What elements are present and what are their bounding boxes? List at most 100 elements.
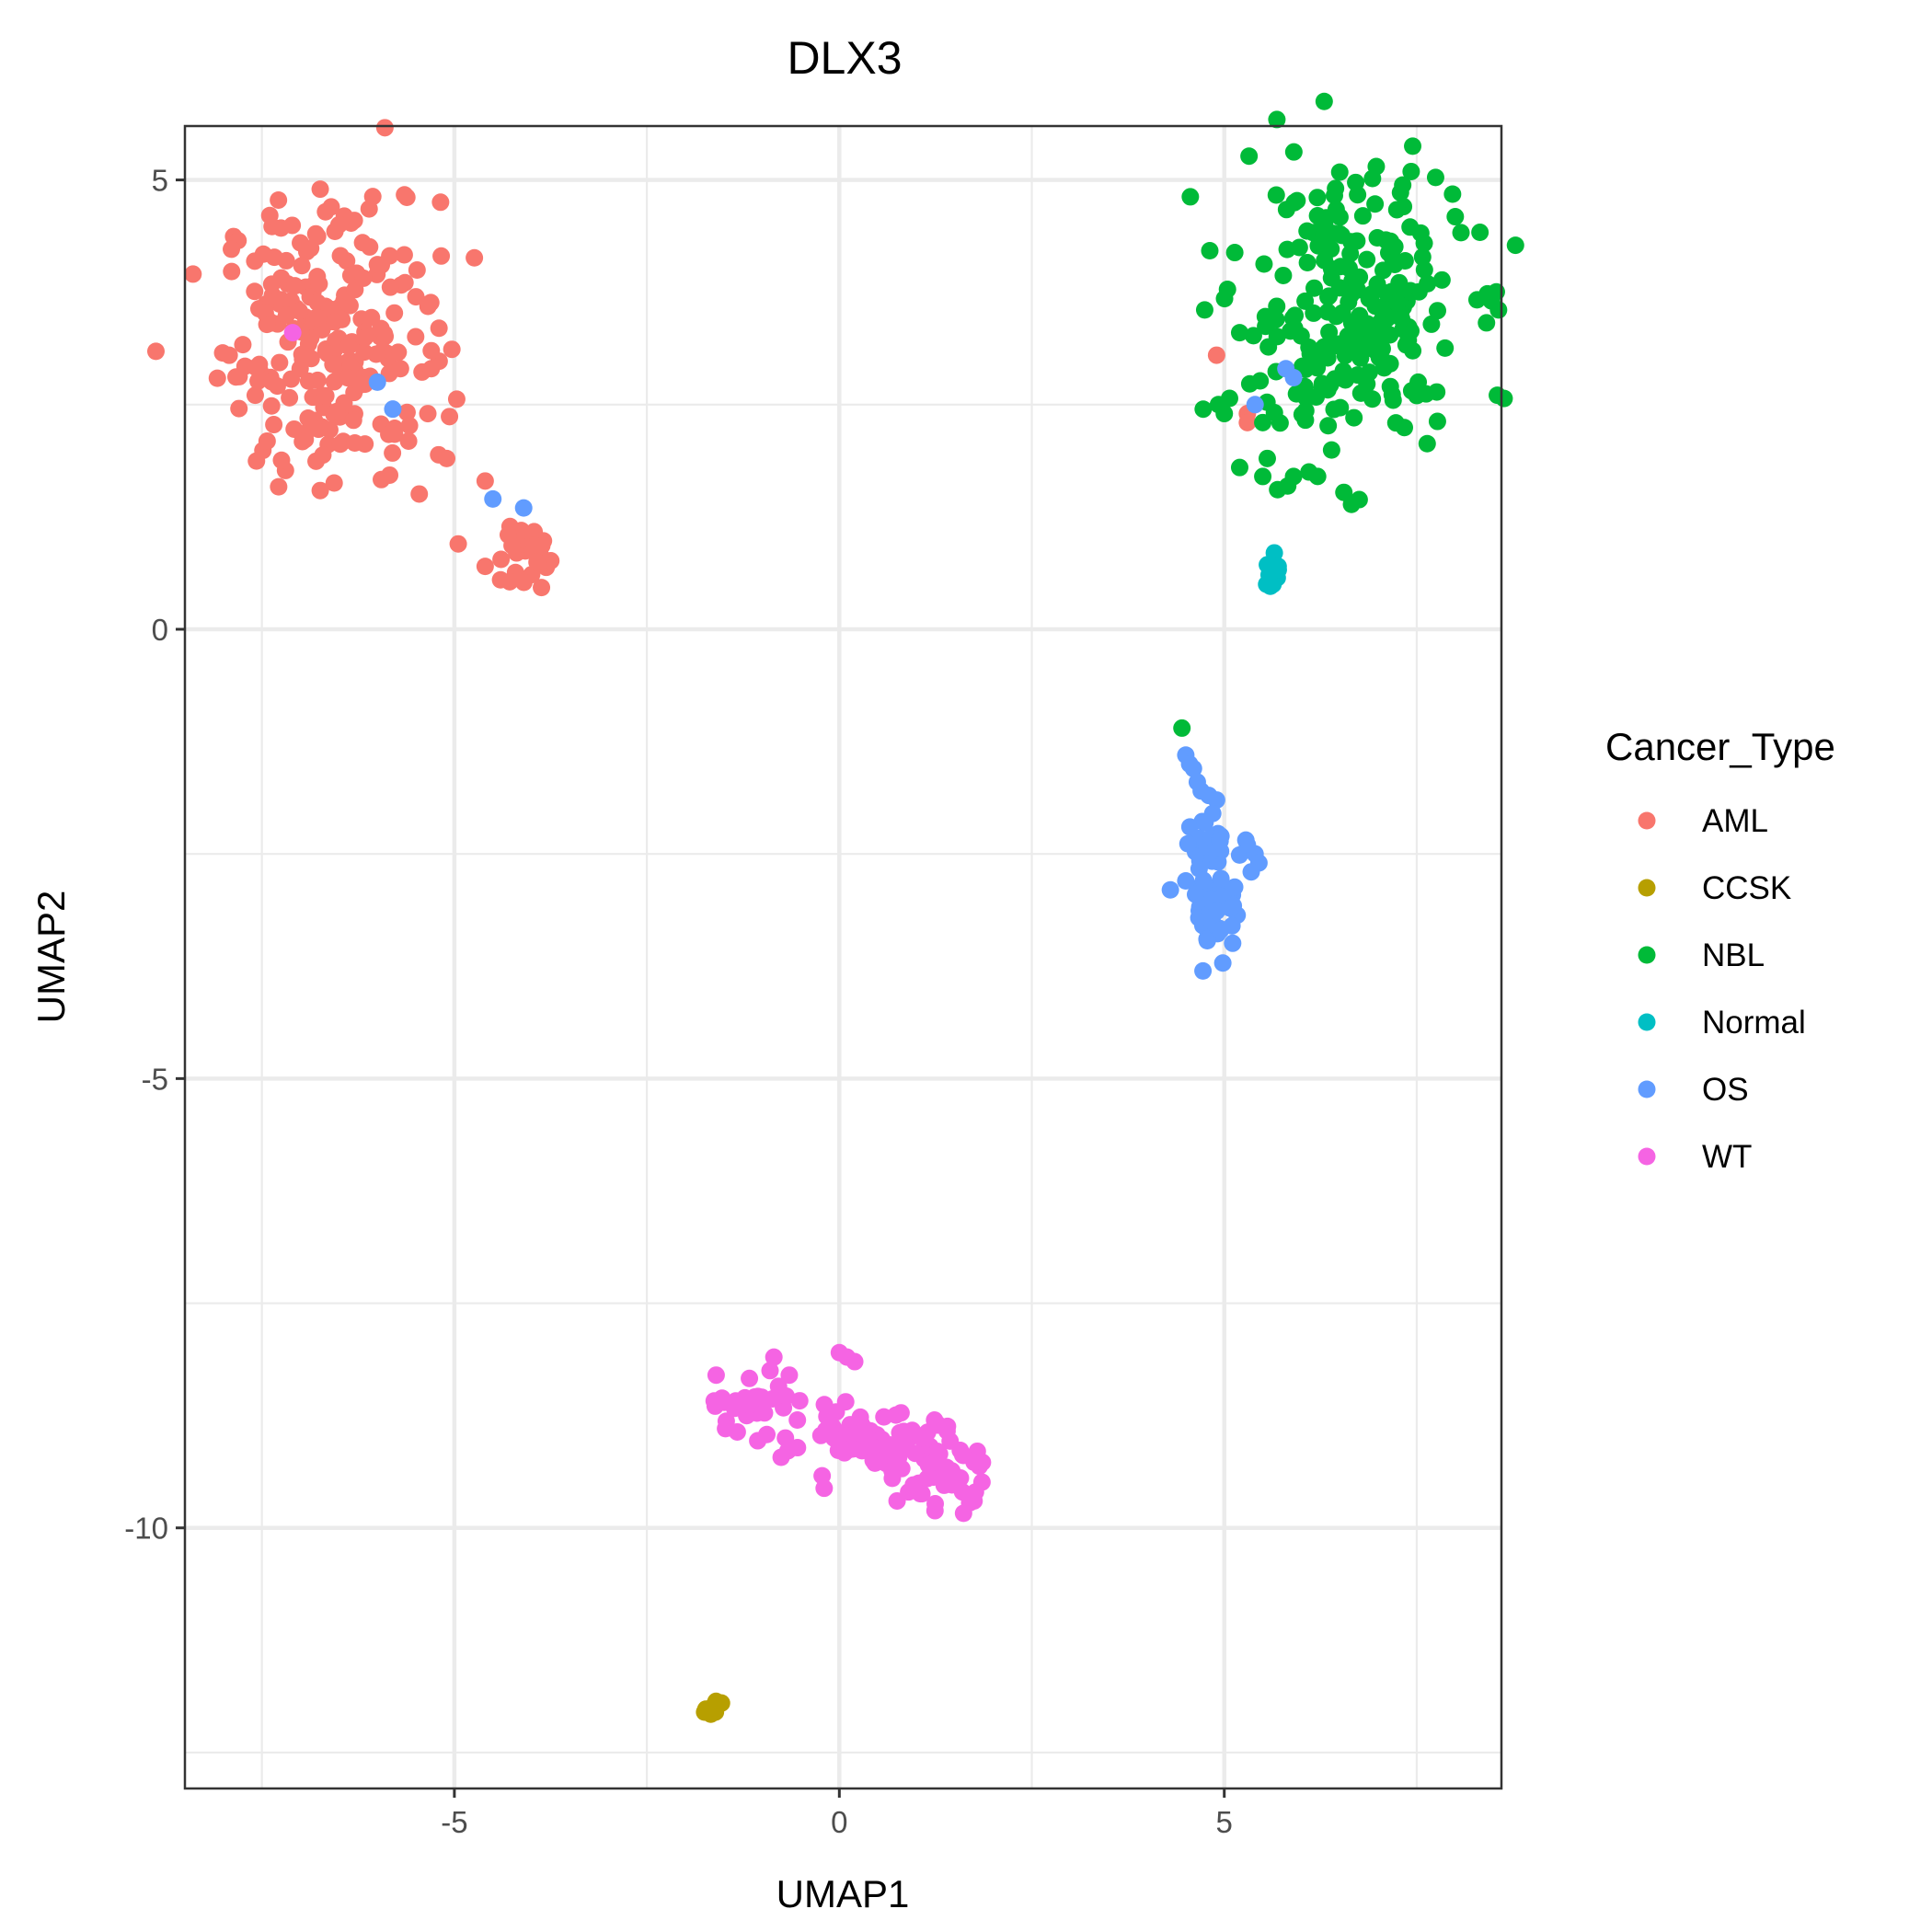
- data-point: [208, 369, 226, 387]
- data-point: [1313, 374, 1331, 393]
- legend-item-ccsk: CCSK: [1638, 870, 1791, 906]
- data-point: [1325, 187, 1343, 205]
- series-ccsk: [696, 1692, 730, 1723]
- data-point: [277, 306, 295, 325]
- data-point: [1373, 300, 1391, 318]
- legend-swatch: [1638, 879, 1656, 897]
- data-point: [272, 291, 291, 309]
- data-point: [491, 570, 510, 589]
- data-point: [1208, 902, 1226, 920]
- data-point: [1319, 417, 1338, 435]
- data-point: [1180, 818, 1199, 836]
- data-point: [890, 1448, 908, 1466]
- grid-lines: [185, 126, 1501, 1788]
- data-point: [362, 308, 381, 327]
- data-point: [385, 304, 404, 322]
- data-point: [326, 313, 344, 331]
- legend-label: NBL: [1702, 937, 1765, 973]
- data-point: [311, 481, 329, 500]
- data-point: [900, 1483, 918, 1501]
- data-point: [328, 402, 346, 420]
- data-point: [1415, 234, 1433, 252]
- data-point: [728, 1422, 746, 1441]
- legend-title: Cancer_Type: [1605, 725, 1835, 768]
- data-point: [1267, 310, 1285, 328]
- data-point: [1265, 544, 1283, 562]
- data-point: [852, 1415, 870, 1432]
- legend-item-nbl: NBL: [1638, 937, 1765, 973]
- y-axis: 5 0 -5 -10: [124, 164, 185, 1546]
- x-axis-title: UMAP1: [776, 1872, 910, 1915]
- data-point: [954, 1504, 972, 1523]
- data-point: [755, 1404, 774, 1422]
- data-point: [1418, 434, 1436, 453]
- data-point: [1350, 490, 1368, 509]
- data-point: [262, 373, 281, 391]
- data-point: [262, 397, 281, 415]
- data-point: [780, 1366, 799, 1385]
- data-point: [316, 386, 335, 405]
- data-point: [818, 1408, 836, 1426]
- data-point: [299, 408, 317, 427]
- data-point: [1201, 241, 1219, 259]
- data-point: [953, 1483, 972, 1501]
- data-point: [492, 550, 511, 569]
- legend-swatch: [1638, 1147, 1656, 1166]
- data-point: [937, 1421, 956, 1440]
- data-point: [419, 297, 437, 316]
- data-point: [1240, 147, 1259, 166]
- data-point: [1246, 396, 1264, 414]
- data-point: [1230, 324, 1248, 342]
- data-point: [1268, 110, 1286, 129]
- data-point: [1360, 363, 1378, 382]
- data-point: [1215, 405, 1234, 423]
- data-point: [1186, 885, 1204, 903]
- data-point: [499, 525, 517, 544]
- data-point: [845, 1352, 864, 1371]
- data-point: [1315, 225, 1333, 244]
- data-point: [1305, 279, 1323, 297]
- y-tick-label: 5: [152, 164, 168, 198]
- data-point: [389, 343, 408, 362]
- data-point: [707, 1366, 725, 1385]
- data-point: [283, 324, 302, 342]
- data-point: [230, 399, 248, 418]
- data-point: [449, 535, 467, 553]
- data-point: [1284, 143, 1303, 161]
- data-point: [331, 247, 350, 265]
- legend-item-aml: AML: [1638, 803, 1768, 839]
- data-point: [1343, 338, 1362, 356]
- legend-swatch: [1638, 1080, 1656, 1098]
- data-point: [1300, 463, 1318, 481]
- data-point: [788, 1410, 807, 1429]
- series-aml: [146, 119, 1257, 597]
- data-point: [836, 1393, 855, 1411]
- series-normal: [1258, 544, 1287, 595]
- data-point: [1478, 314, 1496, 332]
- data-point: [422, 360, 441, 378]
- data-point: [271, 219, 290, 237]
- data-point: [1394, 176, 1412, 194]
- data-point: [1333, 304, 1351, 322]
- data-point: [1184, 759, 1202, 777]
- data-point: [391, 360, 409, 378]
- data-point: [825, 1429, 844, 1447]
- data-point: [1267, 186, 1285, 204]
- x-axis: -5 0 5: [441, 1788, 1233, 1839]
- legend-item-wt: WT: [1638, 1139, 1752, 1175]
- data-point: [1308, 189, 1327, 207]
- data-point: [223, 240, 241, 259]
- data-point: [246, 252, 264, 270]
- x-tick-label: -5: [441, 1805, 467, 1839]
- x-tick-label: 5: [1216, 1805, 1233, 1839]
- legend: Cancer_Type AML CCSK NBL Normal OS WT: [1605, 725, 1835, 1175]
- data-point: [1194, 871, 1213, 890]
- data-point: [1373, 339, 1391, 358]
- data-point: [1173, 719, 1191, 737]
- data-point: [419, 405, 437, 423]
- data-point: [1296, 292, 1315, 310]
- data-point: [1358, 315, 1376, 333]
- data-point: [368, 256, 386, 274]
- data-point: [356, 328, 374, 347]
